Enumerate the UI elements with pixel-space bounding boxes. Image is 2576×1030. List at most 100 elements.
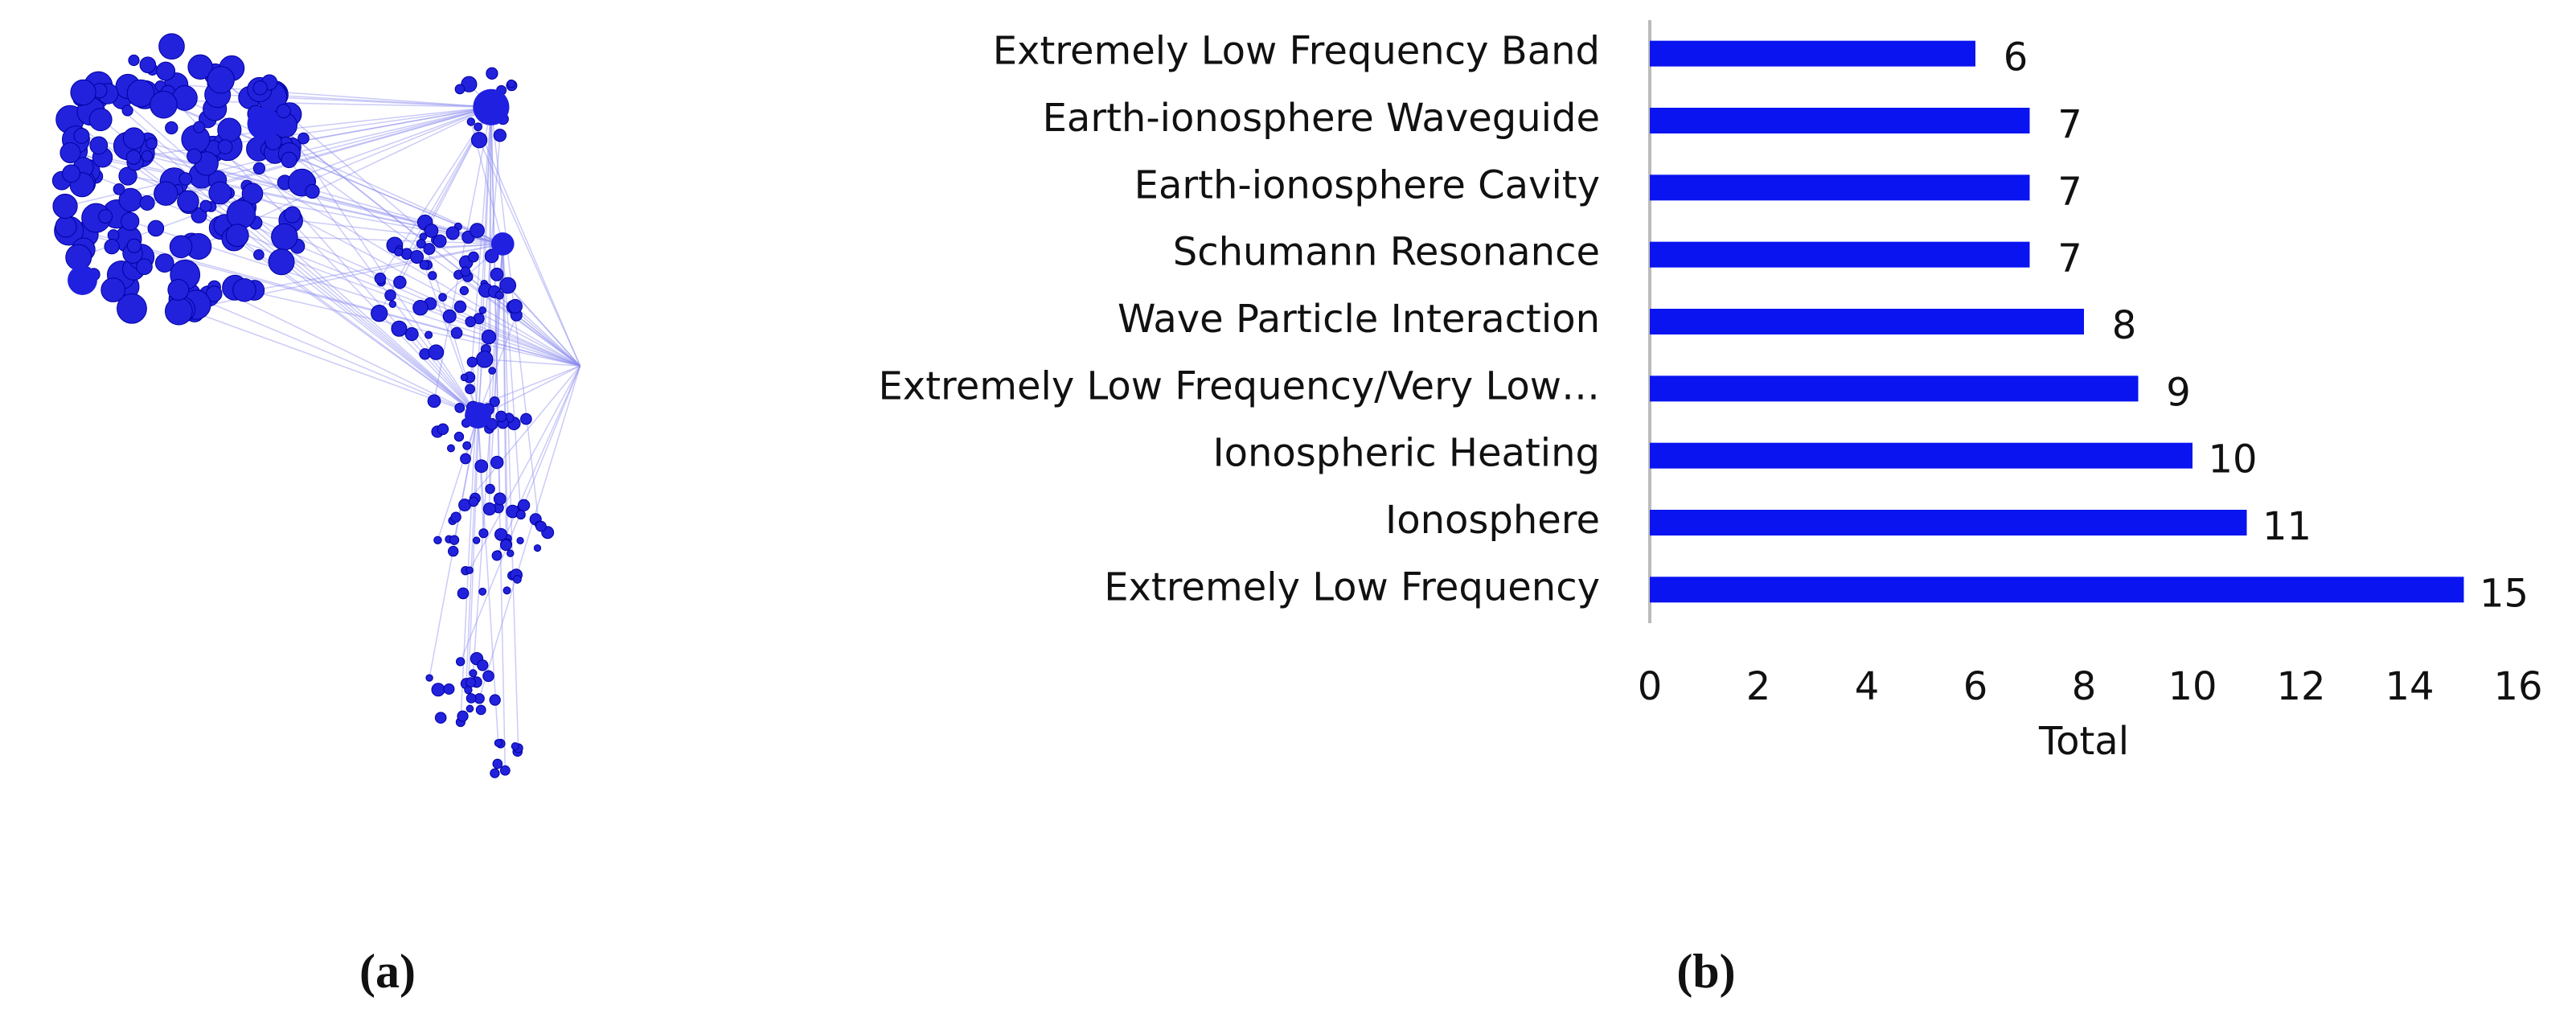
- bar: [1650, 40, 1975, 67]
- node: [491, 550, 502, 561]
- node: [474, 122, 482, 132]
- panel-label: (a): [359, 945, 416, 998]
- node: [154, 253, 174, 273]
- edge: [150, 142, 478, 417]
- node: [384, 289, 396, 302]
- node: [136, 258, 153, 276]
- x-axis-label: Total: [2038, 719, 2129, 764]
- node: [121, 211, 140, 231]
- edge: [437, 415, 479, 541]
- node: [520, 412, 532, 425]
- node: [450, 511, 461, 523]
- node: [465, 402, 491, 429]
- node: [393, 275, 407, 289]
- node: [438, 293, 447, 302]
- node: [423, 243, 436, 256]
- node: [68, 265, 97, 295]
- node: [98, 209, 113, 224]
- edge: [515, 306, 581, 367]
- node: [410, 250, 425, 264]
- node: [507, 549, 515, 557]
- node: [122, 127, 146, 150]
- node: [477, 659, 489, 671]
- edge: [167, 92, 503, 245]
- panel-label: (b): [1676, 945, 1735, 998]
- node: [225, 224, 249, 248]
- edge: [277, 114, 479, 417]
- node: [500, 539, 512, 552]
- node: [187, 148, 203, 164]
- data-label: 7: [2057, 102, 2082, 147]
- node: [156, 61, 176, 81]
- node: [125, 150, 142, 165]
- chart: 0 2 4 6 8 10 12 14 16 Total Extremely Low Frequenc…: [878, 20, 2543, 764]
- node: [482, 502, 496, 516]
- node: [252, 80, 268, 96]
- node: [268, 248, 295, 276]
- edge: [289, 153, 581, 367]
- node: [165, 121, 178, 135]
- edge: [490, 107, 501, 499]
- node: [482, 670, 494, 683]
- node: [199, 199, 212, 212]
- node: [416, 239, 426, 248]
- edge: [478, 365, 581, 699]
- node: [446, 444, 455, 453]
- x-tick-label: 2: [1746, 664, 1771, 709]
- node: [517, 499, 531, 511]
- edge: [507, 285, 581, 367]
- edge: [130, 106, 492, 201]
- node: [507, 298, 523, 314]
- node: [226, 199, 256, 229]
- node: [374, 272, 387, 285]
- edge: [214, 286, 478, 417]
- node: [490, 768, 500, 778]
- data-label: 9: [2166, 370, 2191, 415]
- node: [493, 129, 507, 142]
- data-label: 8: [2112, 303, 2137, 348]
- node: [431, 683, 445, 697]
- node: [460, 373, 468, 382]
- node: [478, 306, 486, 314]
- node: [464, 686, 473, 695]
- node: [232, 277, 256, 302]
- node: [478, 587, 487, 596]
- node: [121, 105, 133, 117]
- edge: [478, 139, 581, 367]
- node: [271, 223, 298, 251]
- edge: [472, 244, 503, 674]
- edge: [272, 94, 491, 108]
- edge: [477, 314, 517, 416]
- node: [247, 107, 281, 141]
- node: [297, 132, 310, 145]
- bar: [1650, 510, 2247, 536]
- node: [462, 441, 472, 450]
- node: [469, 669, 478, 678]
- node: [371, 305, 388, 322]
- node: [412, 300, 429, 316]
- node: [481, 329, 497, 345]
- y-tick-label: Extremely Low Frequency/Very Low…: [878, 363, 1600, 408]
- y-tick-label: Ionospheric Heating: [1212, 431, 1600, 476]
- y-tick-label: Ionosphere: [1385, 498, 1600, 543]
- node: [177, 190, 199, 213]
- node: [484, 248, 499, 264]
- node: [468, 251, 479, 263]
- node: [448, 545, 459, 557]
- edge: [212, 148, 580, 367]
- node: [494, 290, 504, 300]
- node: [158, 33, 185, 60]
- node: [147, 220, 165, 237]
- node: [169, 235, 193, 259]
- node: [167, 278, 190, 301]
- node: [427, 394, 441, 408]
- node: [454, 84, 466, 95]
- node: [52, 193, 78, 220]
- edge: [399, 243, 503, 250]
- bar: [1650, 375, 2139, 402]
- node: [117, 293, 147, 324]
- node: [419, 260, 429, 270]
- edge: [406, 106, 492, 255]
- node: [466, 677, 476, 688]
